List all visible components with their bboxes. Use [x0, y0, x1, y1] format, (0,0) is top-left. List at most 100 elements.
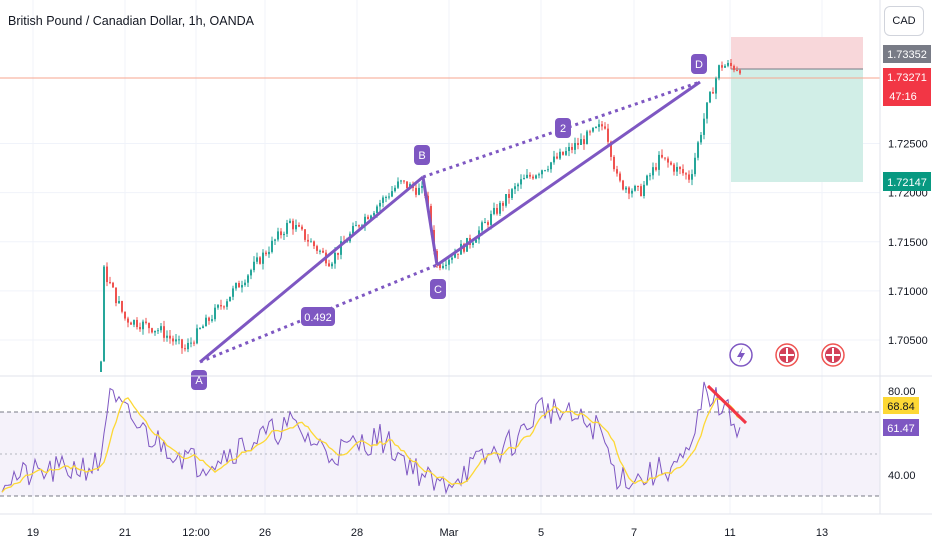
candle-body: [715, 78, 717, 94]
candle-body: [202, 326, 204, 329]
candle-body: [112, 282, 114, 288]
candle-body: [106, 266, 108, 283]
candle-body: [283, 233, 285, 236]
candle-body: [385, 196, 387, 198]
candle-body: [445, 264, 447, 266]
candle-body: [415, 187, 417, 195]
candle-body: [607, 128, 609, 142]
candle-body: [670, 162, 672, 165]
candle-body: [664, 157, 666, 159]
currency-label: CAD: [892, 15, 916, 27]
candle-body: [172, 338, 174, 342]
candle-body: [301, 226, 303, 230]
candle-body: [574, 142, 576, 150]
candle-body: [322, 250, 324, 253]
candle-body: [226, 301, 228, 307]
candle-body: [169, 335, 171, 339]
pattern-point-label: B: [418, 150, 425, 162]
candle-body: [103, 266, 105, 362]
candle-body: [481, 222, 483, 231]
candle-body: [475, 239, 477, 243]
candle-body: [472, 242, 474, 245]
candle-body: [709, 92, 711, 103]
candle-body: [451, 257, 453, 260]
candle-body: [634, 185, 636, 191]
candle-body: [553, 156, 555, 163]
candle-body: [646, 175, 648, 185]
pattern-overlay: A B C 2 D 0.492: [191, 54, 707, 390]
time-tick-label: 5: [538, 527, 544, 539]
rsi-panel: [0, 381, 880, 497]
candle-body: [523, 177, 525, 180]
candle-body: [211, 319, 213, 321]
candle-body: [529, 174, 531, 177]
candle-body: [217, 305, 219, 308]
candle-body: [496, 207, 498, 214]
candle-body: [628, 187, 630, 194]
candle-body: [142, 321, 144, 330]
price-tick-label: 1.71500: [888, 237, 928, 249]
candle-body: [688, 174, 690, 180]
time-tick-label: 26: [259, 527, 271, 539]
candle-body: [484, 222, 486, 224]
candle-body: [118, 301, 120, 304]
symbol-title: British Pound / Canadian Dollar, 1h, OAN…: [8, 14, 254, 28]
candle-body: [718, 65, 720, 79]
candle-body: [619, 173, 621, 181]
pattern-ratio-label: 0.492: [304, 312, 332, 324]
pattern-leg-ab: [199, 175, 424, 364]
candle-body: [271, 240, 273, 252]
candle-body: [157, 330, 159, 332]
candle-body: [319, 250, 321, 252]
candle-body: [547, 169, 549, 171]
candle-body: [517, 184, 519, 187]
candle-body: [178, 339, 180, 341]
candle-body: [640, 186, 642, 196]
pattern-leg-bc: [421, 176, 439, 266]
candle-body: [676, 166, 678, 172]
candle-body: [421, 185, 423, 188]
candle-body: [586, 131, 588, 145]
rsi-line: [1, 381, 741, 495]
candle-body: [454, 253, 456, 258]
candle-body: [541, 170, 543, 175]
candle-body: [592, 127, 594, 132]
lightning-icon-bolt: [737, 347, 745, 363]
candle-body: [550, 162, 552, 170]
event-icons[interactable]: [729, 343, 845, 367]
time-tick-label: 21: [119, 527, 131, 539]
currency-button[interactable]: CAD: [884, 6, 924, 36]
candle-body: [610, 141, 612, 157]
candle-body: [589, 131, 591, 133]
candle-body: [214, 307, 216, 320]
candle-body: [727, 62, 729, 66]
candle-body: [493, 207, 495, 214]
candle-body: [184, 348, 186, 350]
candle-body: [406, 181, 408, 189]
candle-body: [181, 339, 183, 349]
candle-body: [508, 194, 510, 198]
candle-body: [223, 306, 225, 308]
time-tick-label: 13: [816, 527, 828, 539]
candle-body: [295, 225, 297, 230]
candle-body: [544, 170, 546, 172]
rsi-value-label: 61.47: [887, 423, 915, 435]
candle-body: [667, 158, 669, 163]
candle-body: [637, 185, 639, 187]
candle-body: [367, 216, 369, 220]
candle-body: [265, 252, 267, 255]
candle-body: [643, 184, 645, 196]
candle-body: [604, 126, 606, 129]
uk-flag-icon: [821, 343, 845, 367]
candle-body: [220, 305, 222, 307]
candle-body: [244, 282, 246, 286]
rsi-ma-value-label: 68.84: [887, 401, 915, 413]
candle-body: [565, 150, 567, 155]
pattern-point-label: A: [195, 375, 203, 387]
stop-price-label: 1.73352: [887, 49, 927, 61]
candle-body: [370, 215, 372, 220]
pattern-point-label: 2: [560, 123, 566, 135]
candle-body: [733, 66, 735, 71]
candle-body: [121, 301, 123, 312]
